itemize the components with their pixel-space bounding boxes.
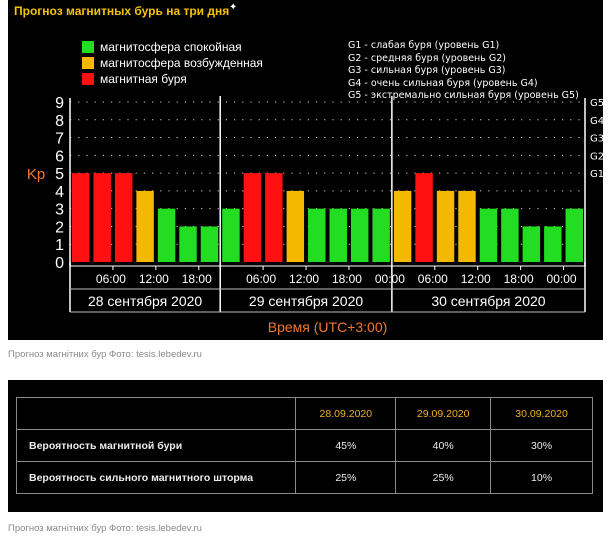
bar	[265, 173, 283, 262]
bar	[479, 208, 498, 262]
chart-caption: Прогноз магнітних бур Фото: tesis.lebede…	[8, 349, 202, 360]
time-tick-label: 12:00	[139, 272, 169, 286]
g-legend-line: G2 - средняя буря (уровень G2)	[348, 52, 507, 64]
y-tick-label: 2	[55, 219, 64, 236]
legend-active: магнитосфера возбужденная	[82, 56, 263, 70]
legend-storm-label: магнитная буря	[100, 72, 187, 86]
bar	[393, 190, 412, 262]
table-header-cell: 28.09.2020	[295, 397, 397, 430]
y-tick-label: 3	[55, 202, 64, 219]
bar	[222, 208, 240, 262]
probability-table: 28.09.2020 29.09.2020 30.09.2020 Вероятн…	[15, 397, 593, 494]
y-tick-label: 1	[55, 237, 64, 254]
g-tick-label: G2	[590, 151, 603, 162]
time-tick-label: 18:00	[332, 272, 362, 286]
table-cell: 45%	[295, 429, 397, 462]
bar	[372, 208, 390, 262]
g-tick-label: G1	[590, 169, 603, 180]
legend-storm: магнитная буря	[82, 72, 187, 86]
day-label: 29 сентября 2020	[249, 293, 363, 309]
time-tick-label: 12:00	[461, 272, 491, 286]
bar	[286, 190, 305, 262]
g-tick-label: G5	[590, 98, 603, 109]
y-tick-label: 8	[55, 113, 64, 130]
bar	[522, 226, 541, 262]
g-legend-line: G1 - слабая буря (уровень G1)	[348, 40, 500, 51]
bar	[501, 208, 519, 262]
table-cell: 10%	[490, 461, 593, 494]
legend-active-swatch	[82, 57, 94, 69]
bar	[350, 208, 369, 262]
time-tick-label: 00:00	[375, 272, 405, 286]
table-cell: 40%	[395, 429, 492, 462]
bar	[179, 226, 197, 262]
g-legend-line: G4 - очень сильная буря (уровень G4)	[348, 77, 538, 89]
x-axis-title: Время (UTC+3:00)	[268, 319, 388, 335]
y-tick-label: 6	[55, 148, 64, 165]
bar	[436, 190, 455, 262]
bar	[93, 173, 111, 262]
bar	[200, 226, 219, 262]
forecast-panel: Прогноз магнитных бурь на три дня ✦ магн…	[8, 0, 603, 340]
legend-quiet-swatch	[82, 41, 94, 53]
bar	[243, 173, 262, 262]
y-tick-label: 0	[55, 255, 64, 272]
day-label: 30 сентября 2020	[431, 293, 545, 309]
y-tick-label: 5	[55, 166, 64, 183]
bar	[544, 226, 562, 262]
table-cell: 25%	[295, 461, 397, 494]
legend-active-label: магнитосфера возбужденная	[100, 56, 263, 70]
legend-quiet-label: магнитосфера спокойная	[100, 40, 242, 54]
row-label: Вероятность сильного магнитного шторма	[15, 461, 297, 494]
time-tick-label: 00:00	[547, 272, 577, 286]
bar	[308, 208, 326, 262]
g-tick-label: G4	[590, 116, 603, 127]
bar	[329, 208, 347, 262]
bar	[565, 208, 583, 262]
sparkle-icon: ✦	[229, 2, 238, 13]
g-level-legend: G1 - слабая буря (уровень G1) G2 - средн…	[348, 40, 579, 103]
table-row: Вероятность сильного магнитного шторма 2…	[15, 461, 593, 494]
g-legend-line: G3 - сильная буря (уровень G3)	[348, 65, 506, 76]
row-label: Вероятность магнитной бури	[15, 429, 297, 462]
bar	[157, 208, 176, 262]
table-header-cell: 29.09.2020	[395, 397, 492, 430]
g-tick-label: G3	[590, 134, 603, 145]
g-legend-line: G5 - экстремально сильная буря (уровень …	[348, 90, 579, 101]
bar	[72, 173, 90, 262]
time-tick-label: 06:00	[418, 272, 448, 286]
table-row: Вероятность магнитной бури 45% 40% 30%	[15, 429, 593, 462]
legend-quiet: магнитосфера спокойная	[82, 40, 242, 54]
y-axis-title: Kp	[27, 166, 45, 183]
bar	[136, 190, 154, 262]
table-header-cell	[15, 397, 297, 430]
time-tick-label: 18:00	[182, 272, 212, 286]
probability-panel: 28.09.2020 29.09.2020 30.09.2020 Вероятн…	[8, 380, 603, 512]
y-tick-label: 9	[55, 95, 64, 112]
time-tick-label: 06:00	[246, 272, 276, 286]
time-tick-label: 06:00	[96, 272, 126, 286]
time-tick-label: 12:00	[289, 272, 319, 286]
bar	[415, 173, 433, 262]
panel-title: Прогноз магнитных бурь на три дня	[14, 4, 230, 18]
table-header-row: 28.09.2020 29.09.2020 30.09.2020	[15, 397, 593, 430]
bar	[458, 190, 476, 262]
y-tick-label: 7	[55, 131, 64, 148]
time-tick-label: 18:00	[504, 272, 534, 286]
day-label: 28 сентября 2020	[88, 293, 202, 309]
bar	[114, 173, 133, 262]
table-cell: 30%	[490, 429, 593, 462]
table-cell: 25%	[395, 461, 492, 494]
table-header-cell: 30.09.2020	[490, 397, 593, 430]
y-tick-label: 4	[55, 184, 64, 201]
legend-storm-swatch	[82, 73, 94, 85]
table-caption: Прогноз магнітних бур Фото: tesis.lebede…	[8, 523, 202, 534]
